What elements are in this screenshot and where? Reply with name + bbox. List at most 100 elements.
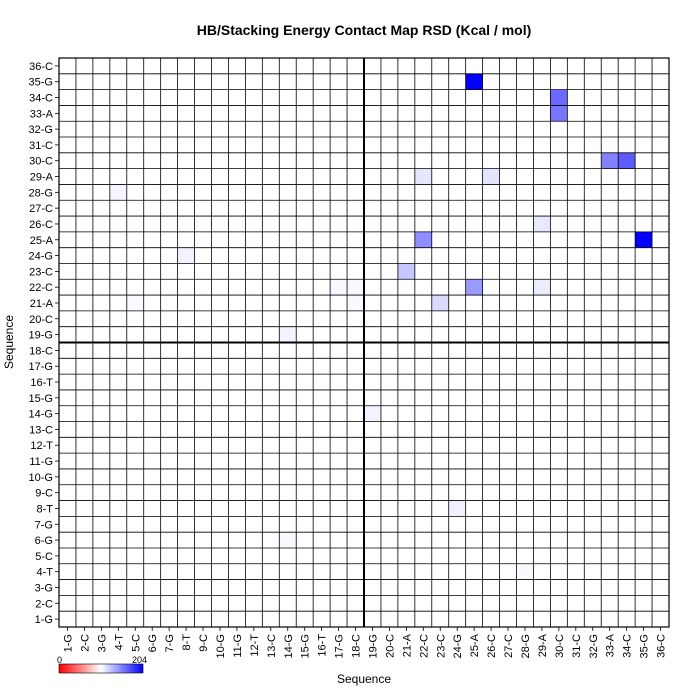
heatmap-cell [109, 184, 127, 201]
x-tick-label: 22-C [418, 634, 430, 658]
heatmap-cell [550, 89, 568, 106]
y-tick-label: 25-A [30, 235, 54, 247]
colorbar [58, 663, 144, 674]
x-tick-label: 23-C [435, 634, 447, 658]
x-tick-label: 13-C [266, 634, 278, 658]
x-tick-label: 2-C [79, 634, 91, 652]
heatmap-cell [431, 295, 449, 311]
heatmap-cell [635, 231, 653, 248]
heatmap-cell [364, 405, 381, 422]
y-tick-label: 20-C [29, 314, 53, 326]
plot-frame [58, 57, 670, 628]
x-tick-label: 21-A [401, 633, 413, 657]
x-tick-label: 16-T [317, 634, 329, 657]
x-tick-label: 30-C [554, 634, 566, 658]
y-tick-label: 31-C [29, 140, 53, 152]
colorbar-max-label: 204 [132, 655, 147, 665]
heatmap-cell [482, 168, 500, 185]
x-tick-label: 31-C [571, 634, 583, 658]
x-tick-label: 26-C [486, 634, 498, 658]
heatmap-cell [533, 279, 551, 296]
heatmap-grid [58, 57, 670, 628]
y-tick-label: 23-C [29, 266, 53, 278]
y-tick-label: 19-G [29, 330, 53, 342]
heatmap-cell [347, 279, 364, 296]
heatmap-cell [177, 247, 195, 264]
y-tick-label: 27-C [29, 203, 53, 215]
x-tick-label: 6-G [147, 634, 159, 652]
y-tick-label: 13-C [29, 424, 53, 436]
x-tick-label: 25-A [469, 633, 481, 657]
chart-title: HB/Stacking Energy Contact Map RSD (Kcal… [197, 22, 532, 38]
x-tick-label: 3-G [96, 634, 108, 652]
y-tick-label: 9-C [35, 488, 53, 500]
x-tick-label: 27-C [503, 634, 515, 658]
x-tick-label: 36-C [656, 634, 668, 658]
x-axis-label: Sequence [337, 672, 391, 686]
y-tick-labels: 1-G 2-C 3-G 4-T 5-C 6-G 7-G 8-T 9-C 10-G 11-G 12-T 1… [29, 61, 59, 626]
heatmap-cell [533, 216, 551, 232]
y-tick-label: 28-G [29, 187, 53, 199]
y-tick-label: 34-C [29, 93, 53, 105]
y-tick-label: 15-G [29, 393, 53, 405]
y-tick-label: 32-G [29, 124, 53, 136]
y-tick-label: 33-A [30, 108, 54, 120]
colorbar-min-label: 0 [57, 655, 62, 665]
x-tick-label: 33-A [605, 633, 617, 657]
y-tick-label: 30-C [29, 156, 53, 168]
y-tick-label: 5-C [35, 551, 53, 563]
y-tick-label: 36-C [29, 61, 53, 73]
x-tick-label: 29-A [537, 633, 549, 657]
x-tick-label: 14-G [283, 634, 295, 658]
y-tick-label: 7-G [35, 519, 53, 531]
y-tick-label: 4-T [37, 567, 54, 579]
x-tick-label: 8-T [181, 634, 193, 651]
x-tick-label: 9-C [198, 634, 210, 652]
x-tick-label: 4-T [113, 634, 125, 651]
y-tick-label: 24-G [29, 251, 53, 263]
x-tick-label: 17-G [334, 634, 346, 658]
heatmap-cell [618, 152, 636, 169]
y-tick-label: 12-T [30, 440, 53, 452]
y-tick-label: 2-C [35, 598, 53, 610]
y-tick-label: 18-C [29, 345, 53, 357]
x-tick-labels: 1-G 2-C 3-G 4-T 5-C 6-G 7-G 8-T 9-C 10-G 11-G 12-T 1… [62, 627, 668, 658]
x-tick-label: 12-T [249, 634, 261, 657]
heatmap-cell [279, 326, 297, 343]
x-tick-label: 18-C [351, 634, 363, 658]
y-tick-label: 3-G [35, 582, 53, 594]
x-tick-label: 10-G [215, 634, 227, 658]
y-tick-label: 35-G [29, 77, 53, 89]
heatmap-cell [465, 73, 483, 90]
x-tick-label: 1-G [62, 634, 74, 652]
x-tick-label: 34-C [622, 634, 634, 658]
y-tick-label: 26-C [29, 219, 53, 231]
x-tick-label: 35-G [639, 634, 651, 658]
x-tick-label: 5-C [130, 634, 142, 652]
heatmap-cell [465, 279, 483, 296]
y-tick-label: 1-G [35, 614, 53, 626]
heatmap-cell [516, 563, 534, 580]
heatmap-cell [414, 168, 432, 185]
y-axis-label: Sequence [2, 315, 16, 369]
x-tick-label: 32-G [588, 634, 600, 658]
heatmap-cell [347, 295, 364, 311]
y-tick-label: 22-C [29, 282, 53, 294]
x-tick-label: 28-G [520, 634, 532, 658]
y-tick-label: 10-G [29, 472, 53, 484]
heatmap-cell [397, 263, 415, 280]
y-tick-label: 11-G [29, 456, 53, 468]
x-tick-label: 11-G [232, 634, 244, 658]
heatmap-cell [126, 295, 144, 311]
x-tick-label: 20-C [384, 634, 396, 658]
x-tick-label: 7-G [164, 634, 176, 652]
x-tick-label: 15-G [300, 634, 312, 658]
heatmap-cell [448, 500, 466, 517]
heatmap-cell [279, 532, 297, 548]
y-tick-label: 14-G [29, 409, 53, 421]
x-tick-label: 24-G [452, 634, 464, 658]
y-tick-label: 21-A [30, 298, 54, 310]
y-tick-label: 16-T [30, 377, 53, 389]
